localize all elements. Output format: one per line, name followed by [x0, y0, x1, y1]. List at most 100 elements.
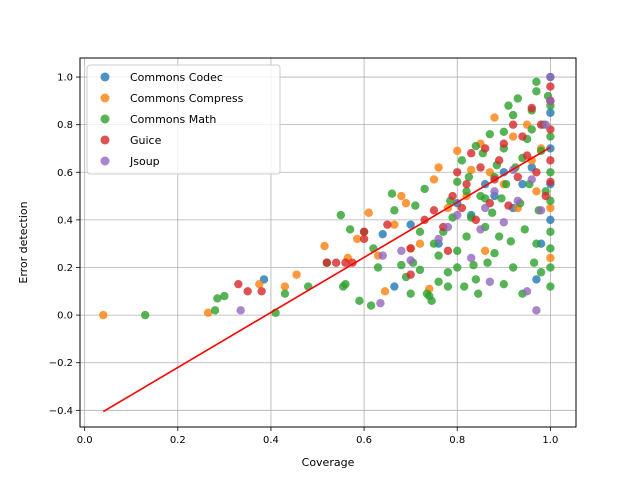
- data-point: [453, 210, 462, 220]
- data-point: [499, 279, 509, 289]
- data-point: [397, 246, 406, 256]
- regression-line-segment: [102, 146, 551, 413]
- data-point: [280, 289, 290, 298]
- legend-label: Jsoup: [129, 155, 160, 168]
- data-point: [411, 201, 420, 210]
- data-point: [141, 310, 150, 320]
- data-point: [406, 220, 415, 229]
- data-point: [546, 82, 555, 91]
- data-point: [359, 227, 369, 236]
- data-point: [532, 275, 541, 284]
- data-point: [467, 253, 476, 263]
- data-point: [541, 120, 550, 129]
- data-point: [499, 218, 509, 227]
- data-point: [434, 277, 443, 286]
- legend: Commons Codec Commons Compress Commons Mat…: [86, 64, 281, 175]
- data-point: [532, 168, 541, 177]
- y-tick-label: 0.0: [57, 311, 73, 322]
- data-point: [476, 225, 485, 234]
- legend-label: Commons Math: [130, 113, 216, 126]
- data-point: [255, 279, 264, 289]
- data-point: [527, 175, 536, 184]
- legend-box: [86, 64, 281, 175]
- data-point: [453, 177, 462, 186]
- x-tick-label: 0.4: [263, 435, 279, 446]
- regression-line: [102, 146, 551, 413]
- x-tick-label: 0.0: [77, 435, 93, 446]
- data-point: [504, 101, 513, 110]
- y-tick-label: 0.2: [57, 263, 73, 274]
- data-point: [476, 163, 485, 172]
- data-point: [453, 263, 462, 272]
- data-point: [485, 277, 495, 286]
- data-point: [415, 239, 425, 248]
- y-tick-label: 0.4: [57, 215, 73, 226]
- data-point: [373, 263, 383, 272]
- series-jsoup: [236, 72, 555, 315]
- legend-marker: [100, 156, 110, 166]
- y-tick-label: 0.6: [57, 168, 73, 179]
- data-point: [443, 282, 453, 291]
- data-point: [494, 232, 504, 241]
- data-point: [320, 241, 329, 251]
- data-point: [387, 189, 397, 198]
- data-point: [499, 127, 509, 136]
- data-point: [532, 187, 541, 196]
- data-point: [546, 203, 555, 213]
- data-point: [378, 229, 387, 239]
- data-point: [280, 282, 290, 291]
- data-point: [508, 263, 518, 272]
- data-point: [467, 149, 476, 158]
- data-point: [546, 96, 555, 106]
- data-point: [480, 144, 490, 153]
- data-point: [527, 103, 536, 113]
- y-tick-label: −0.2: [49, 358, 73, 369]
- y-axis-label: Error detection: [17, 201, 30, 283]
- data-point: [336, 210, 346, 220]
- data-point: [401, 199, 411, 208]
- data-point: [487, 208, 497, 217]
- data-point: [471, 141, 481, 151]
- data-point: [453, 168, 462, 177]
- data-point: [453, 246, 462, 256]
- data-point: [203, 308, 213, 317]
- data-point: [243, 287, 252, 296]
- data-point: [462, 187, 471, 196]
- data-point: [443, 222, 453, 232]
- data-point: [546, 108, 555, 117]
- data-point: [460, 282, 469, 291]
- data-point: [520, 225, 529, 234]
- data-point: [546, 144, 555, 153]
- data-point: [420, 184, 429, 194]
- data-point: [415, 265, 425, 275]
- x-tick-label: 0.8: [449, 435, 465, 446]
- data-point: [546, 282, 555, 291]
- data-point: [546, 227, 555, 236]
- data-point: [443, 246, 453, 256]
- data-point: [546, 253, 555, 263]
- data-point: [331, 258, 341, 267]
- data-point: [546, 168, 555, 177]
- data-point: [359, 234, 369, 244]
- data-point: [415, 227, 425, 236]
- data-point: [397, 260, 406, 270]
- data-point: [457, 156, 467, 165]
- data-point: [536, 268, 546, 277]
- data-point: [429, 175, 439, 184]
- data-point: [390, 220, 399, 229]
- data-point: [234, 279, 243, 289]
- data-point: [429, 206, 439, 215]
- data-point: [443, 268, 453, 277]
- data-point: [462, 179, 471, 189]
- data-point: [220, 291, 229, 301]
- data-point: [506, 237, 515, 246]
- data-point: [355, 296, 364, 306]
- data-point: [434, 251, 443, 260]
- data-point: [383, 220, 392, 229]
- data-point: [457, 203, 467, 213]
- data-point: [473, 289, 483, 298]
- data-point: [292, 270, 301, 279]
- data-point: [397, 191, 406, 201]
- data-point: [322, 258, 332, 267]
- data-point: [480, 246, 490, 256]
